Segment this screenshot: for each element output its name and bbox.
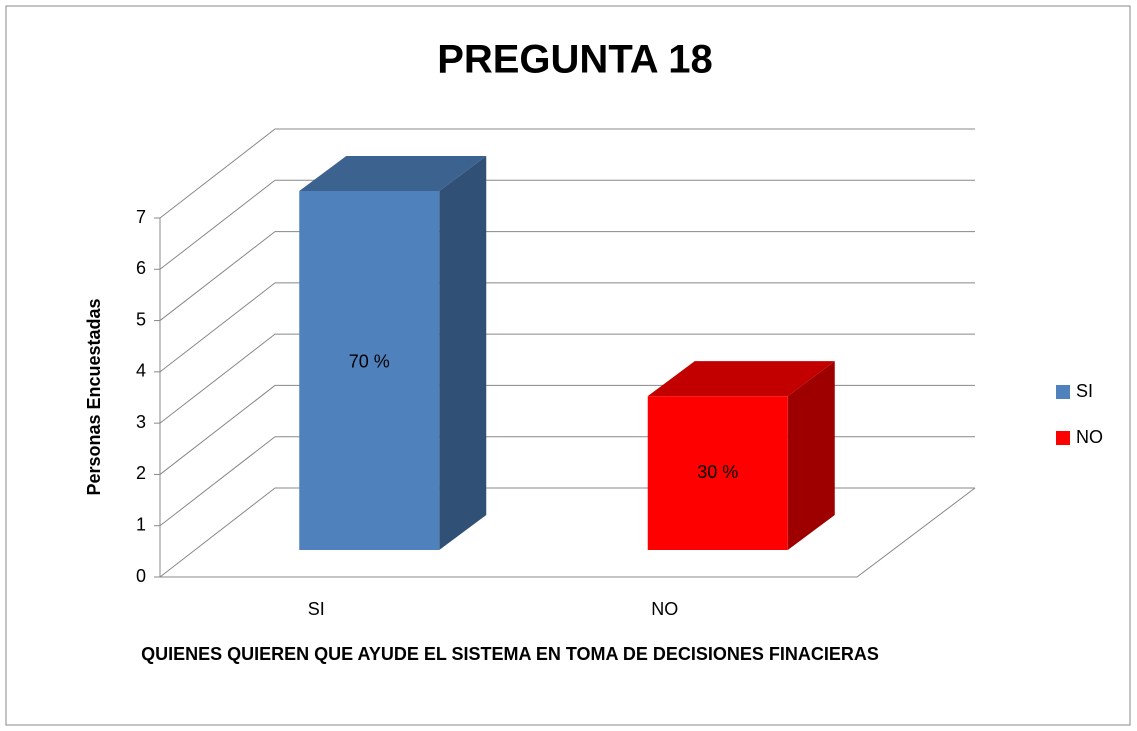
legend-label: NO bbox=[1076, 427, 1103, 447]
x-tick-label: NO bbox=[651, 599, 678, 619]
chart-title: PREGUNTA 18 bbox=[437, 38, 713, 82]
bar-side bbox=[787, 361, 835, 550]
bar bbox=[299, 191, 440, 550]
floor-edge bbox=[160, 487, 976, 578]
bar bbox=[647, 396, 788, 550]
y-tick-label: 2 bbox=[136, 463, 146, 483]
legend-swatch bbox=[1056, 431, 1070, 445]
legend-label: SI bbox=[1076, 381, 1093, 401]
grid-line bbox=[159, 282, 975, 373]
y-tick-label: 7 bbox=[136, 207, 146, 227]
y-tick-label: 3 bbox=[136, 412, 146, 432]
y-tick-label: 6 bbox=[136, 258, 146, 278]
data-label: 30 % bbox=[697, 462, 738, 482]
bar-side bbox=[439, 156, 487, 550]
grid-line bbox=[159, 333, 975, 424]
data-label: 70 % bbox=[349, 351, 390, 371]
legend-swatch bbox=[1056, 385, 1070, 399]
y-tick-label: 1 bbox=[136, 514, 146, 534]
y-axis-title: Personas Encuestadas bbox=[84, 298, 104, 495]
grid-line bbox=[159, 179, 975, 270]
y-tick-label: 5 bbox=[136, 309, 146, 329]
x-tick-label: SI bbox=[308, 599, 325, 619]
chart-border bbox=[5, 5, 1131, 726]
x-axis-title: QUIENES QUIEREN QUE AYUDE EL SISTEMA EN … bbox=[141, 644, 879, 664]
bar-top bbox=[647, 361, 835, 397]
grid-line bbox=[159, 128, 975, 219]
y-tick-label: 4 bbox=[136, 361, 146, 381]
grid-line bbox=[159, 231, 975, 321]
y-tick-label: 0 bbox=[136, 566, 146, 586]
bar-top bbox=[299, 156, 487, 191]
